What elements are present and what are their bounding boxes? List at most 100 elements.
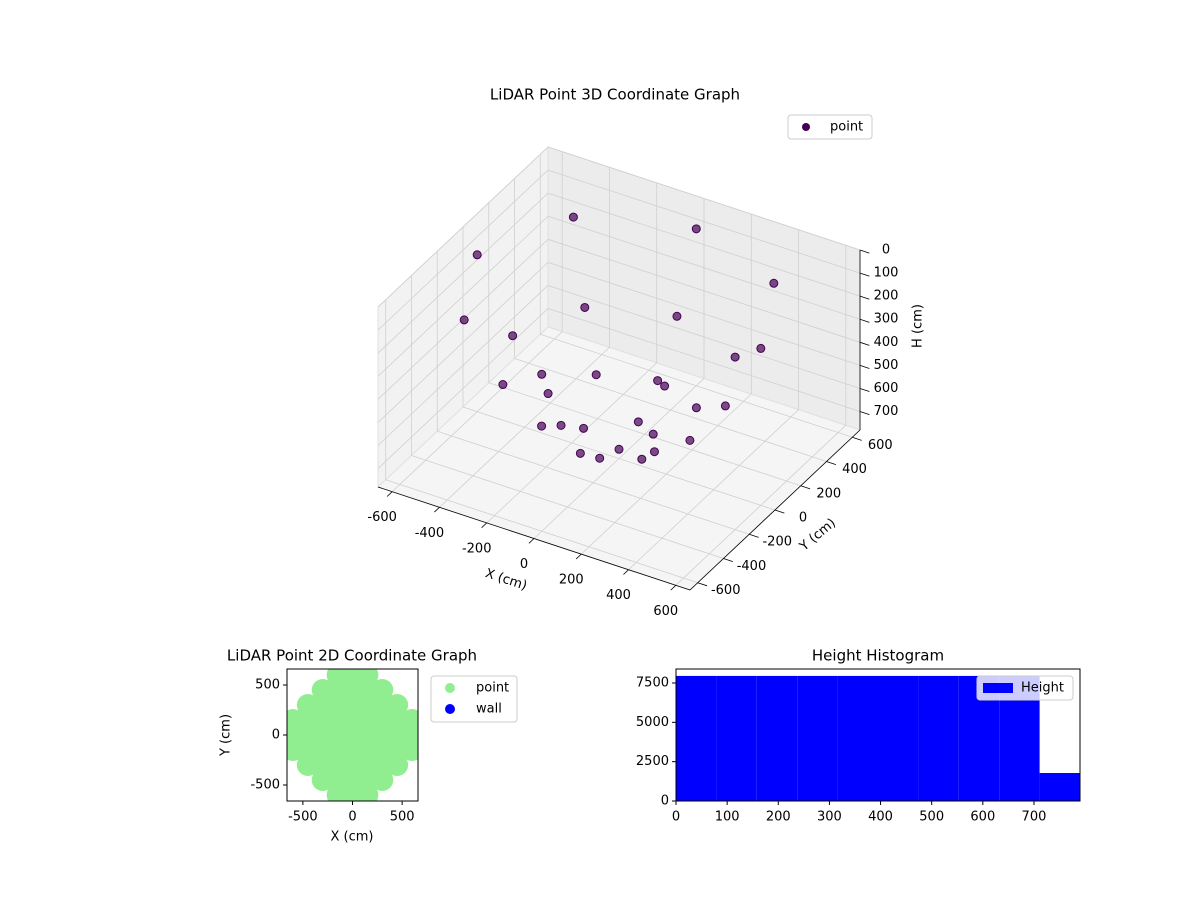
point bbox=[287, 709, 304, 731]
grid-line bbox=[547, 308, 861, 412]
legend-patch bbox=[983, 683, 1013, 693]
tick-mark bbox=[859, 318, 870, 323]
point bbox=[537, 421, 547, 431]
point bbox=[660, 381, 670, 391]
y-tick-label: 5000 bbox=[636, 715, 669, 730]
tick-mark bbox=[697, 582, 708, 587]
x-tick-label: 500 bbox=[390, 810, 415, 825]
point bbox=[311, 679, 334, 701]
grid-line bbox=[547, 146, 861, 251]
x-axis-label: X (cm) bbox=[331, 830, 374, 845]
grid-line bbox=[514, 358, 827, 462]
x-tick-label: 0 bbox=[520, 557, 528, 572]
tick-mark bbox=[859, 388, 870, 392]
grid-line bbox=[377, 262, 549, 423]
legend-marker bbox=[802, 123, 810, 131]
point bbox=[595, 453, 605, 463]
z-tick-label: 600 bbox=[874, 381, 899, 396]
y-tick-label: 2500 bbox=[636, 754, 669, 769]
grid-line bbox=[437, 430, 750, 535]
tick-mark bbox=[859, 411, 870, 416]
z-tick-label: 100 bbox=[874, 266, 899, 281]
grid-line bbox=[547, 262, 861, 366]
z-tick-label: 0 bbox=[882, 243, 890, 258]
point bbox=[730, 352, 740, 362]
point bbox=[649, 447, 659, 457]
tick-mark bbox=[859, 272, 870, 277]
legend-label: wall bbox=[476, 702, 502, 717]
bar bbox=[918, 675, 959, 801]
y-tick-label: 200 bbox=[816, 486, 841, 501]
point bbox=[556, 420, 566, 430]
bar bbox=[878, 675, 919, 801]
point bbox=[756, 343, 766, 353]
bar bbox=[676, 675, 717, 801]
point bbox=[691, 224, 701, 234]
tick-mark bbox=[481, 522, 488, 528]
point bbox=[672, 311, 682, 321]
legend-marker bbox=[445, 683, 455, 693]
x-tick-label: 100 bbox=[715, 810, 740, 825]
x-tick-label: 400 bbox=[606, 588, 631, 603]
point bbox=[386, 694, 409, 716]
tick-mark bbox=[723, 558, 733, 562]
point bbox=[691, 403, 701, 413]
point bbox=[459, 315, 469, 325]
grid-line bbox=[385, 479, 698, 584]
y-tick-label: 0 bbox=[272, 728, 280, 743]
x-tick-label: -500 bbox=[288, 810, 318, 825]
y-tick-label: 500 bbox=[255, 678, 280, 693]
bar bbox=[756, 675, 798, 801]
legend-label: Height bbox=[1021, 681, 1064, 696]
point bbox=[356, 669, 379, 686]
tick-mark bbox=[575, 553, 582, 560]
x-tick-label: 0 bbox=[672, 810, 680, 825]
tick-mark bbox=[774, 509, 785, 514]
point bbox=[769, 278, 779, 288]
x-tick-label: 300 bbox=[817, 810, 842, 825]
z-tick-label: 200 bbox=[874, 289, 899, 304]
x-tick-label: 0 bbox=[348, 810, 356, 825]
tick-mark bbox=[859, 365, 870, 369]
tick-mark bbox=[386, 491, 393, 497]
x-tick-label: -200 bbox=[462, 541, 492, 556]
point bbox=[575, 448, 585, 458]
y-tick-label: 7500 bbox=[636, 676, 669, 691]
x-axis-line bbox=[377, 486, 691, 591]
bar bbox=[1039, 772, 1080, 801]
tick-mark bbox=[852, 436, 862, 441]
tick-mark bbox=[859, 341, 870, 346]
x-tick-label: 400 bbox=[868, 810, 893, 825]
x-tick-label: 200 bbox=[559, 573, 584, 588]
grid-line bbox=[547, 215, 861, 320]
x-tick-label: -400 bbox=[415, 526, 445, 541]
grid-line bbox=[411, 455, 724, 559]
point bbox=[498, 380, 508, 390]
x-tick-label: -600 bbox=[367, 510, 397, 525]
grid-line bbox=[377, 192, 549, 354]
point bbox=[371, 679, 394, 701]
tick-mark bbox=[434, 506, 440, 513]
z-tick-label: 700 bbox=[874, 404, 899, 419]
y-tick-label: -400 bbox=[737, 559, 767, 574]
point bbox=[296, 694, 319, 716]
x-tick-label: 700 bbox=[1022, 810, 1047, 825]
z-tick-label: 500 bbox=[874, 358, 899, 373]
chart-title: LiDAR Point 3D Coordinate Graph bbox=[490, 86, 740, 104]
tick-mark bbox=[749, 533, 759, 538]
x-tick-label: 200 bbox=[766, 810, 791, 825]
point bbox=[633, 417, 643, 427]
point bbox=[472, 250, 482, 260]
grid-line bbox=[377, 169, 549, 331]
chart-title: LiDAR Point 2D Coordinate Graph bbox=[227, 647, 477, 665]
grid-line bbox=[377, 146, 549, 308]
z-tick-label: 400 bbox=[874, 335, 899, 350]
point bbox=[637, 454, 647, 464]
tick-mark bbox=[670, 585, 677, 591]
legend-marker bbox=[445, 704, 455, 714]
grid-line bbox=[547, 238, 861, 343]
z-tick-label: 300 bbox=[874, 312, 899, 327]
grid-line bbox=[488, 382, 801, 487]
x-tick-label: 500 bbox=[919, 810, 944, 825]
